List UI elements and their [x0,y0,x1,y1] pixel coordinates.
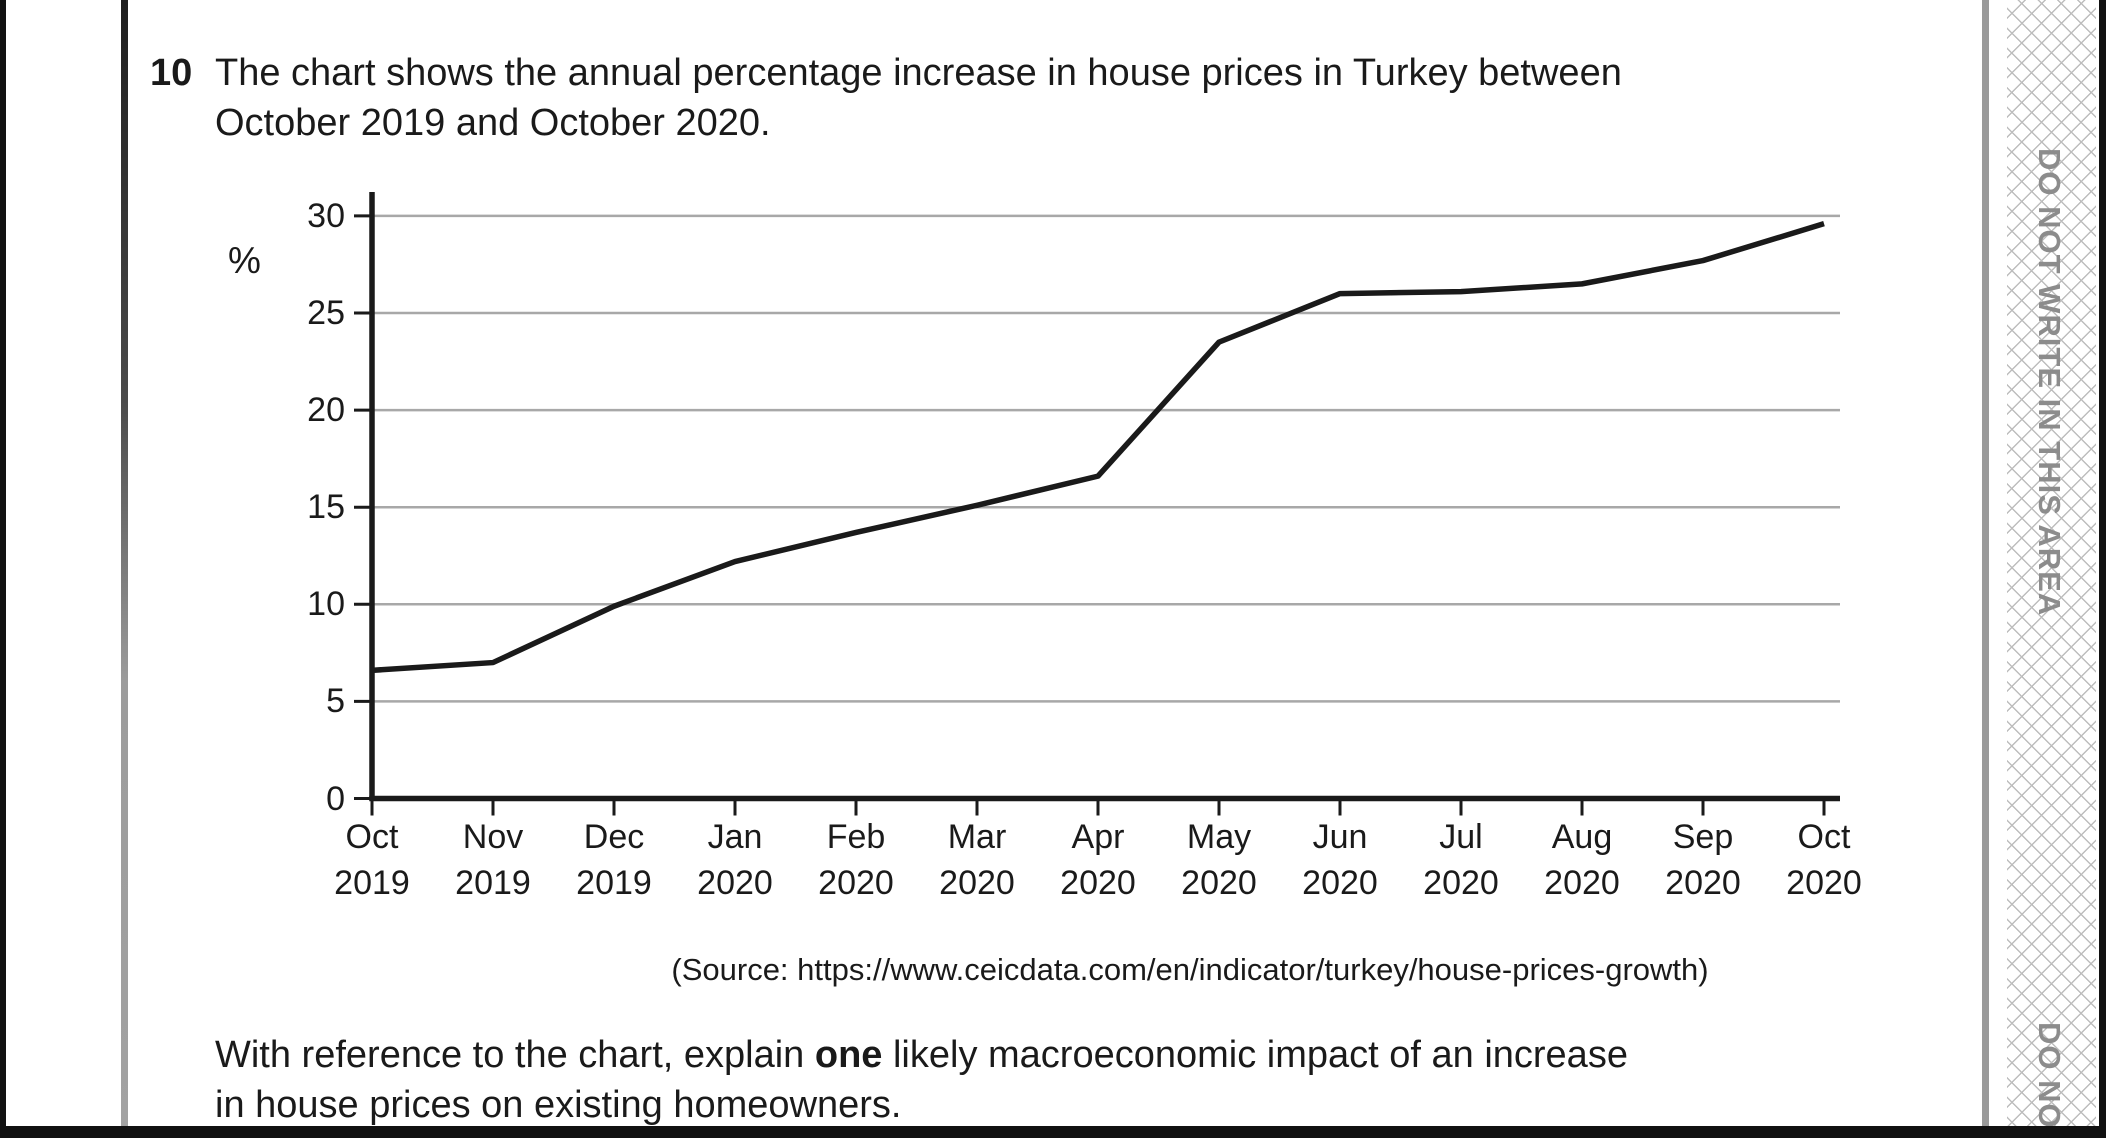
x-axis-label-Mar-2020: Mar 2020 [911,814,1043,906]
page-edge-bottom [0,1126,2106,1138]
binding-line-right [1982,0,1989,1138]
chart-source-text: (Source: https://www.ceicdata.com/en/ind… [671,952,1709,987]
house-price-data-line [371,221,1825,674]
x-axis-label-Apr-2020: Apr 2020 [1032,814,1164,906]
y-axis-label-20: 20 [307,391,345,430]
year-label: 2019 [576,864,652,902]
year-label: 2020 [1544,864,1620,902]
year-label: 2020 [939,864,1015,902]
x-axis-label-Oct-2019: Oct 2019 [306,814,438,906]
page-edge-right [2099,0,2106,1138]
year-label: 2020 [1423,864,1499,902]
month-label: Dec [583,818,645,856]
month-label: May [1186,818,1252,856]
do-not-write-text: DO NOT WRITE IN THIS AREA [2032,148,2067,617]
year-label: 2020 [1665,864,1741,902]
do-not-write-text-bottom: DO NOT WRITE IN THIS AREA [2031,1022,2067,1138]
x-axis-label-Dec-2019: Dec 2019 [548,814,680,906]
y-axis-label-25: 25 [307,294,345,332]
y-axis-unit-label: % [228,240,261,281]
question-line: October 2019 and October 2020. [215,102,771,144]
month-label: Oct [345,818,399,856]
x-axis-label-Oct-2020: Oct 2020 [1758,814,1890,906]
prompt-line-1: With reference to the chart, explain one… [215,1030,1628,1080]
year-label: 2020 [818,864,894,902]
year-label: 2019 [334,864,410,902]
question-number: 10 [150,52,193,94]
prompt-line-2: in house prices on existing homeowners. [215,1084,902,1126]
month-label: Nov [462,818,524,856]
month-label: Mar [947,818,1007,856]
month-label: Sep [1672,818,1734,856]
y-axis-label-0: 0 [326,779,345,818]
month-label: Apr [1071,818,1125,856]
x-axis-label-Feb-2020: Feb 2020 [790,814,922,906]
year-label: 2020 [1786,864,1862,902]
page-edge-left [0,0,6,1138]
year-label: 2020 [1060,864,1136,902]
y-axis-label-10: 10 [307,585,345,624]
month-label: Feb [826,818,886,856]
x-axis-label-Jun-2020: Jun 2020 [1274,814,1406,906]
month-label: Jun [1312,818,1368,856]
x-axis-label-Jul-2020: Jul 2020 [1395,814,1527,906]
do-not-write-strip [2007,0,2096,1138]
question-line: The chart shows the annual percentage in… [215,52,1622,94]
month-label: Jan [707,818,763,856]
month-label: Jul [1439,818,1483,856]
x-axis-label-May-2020: May 2020 [1153,814,1285,906]
x-axis-label-Aug-2020: Aug 2020 [1516,814,1648,906]
x-axis-label-Nov-2019: Nov 2019 [427,814,559,906]
y-axis-label-5: 5 [326,682,345,721]
year-label: 2020 [697,864,773,902]
month-label: Oct [1797,818,1851,856]
y-axis-label-30: 30 [307,196,345,235]
prompt-emphasis: one [814,1034,883,1076]
prompt-segment: likely macroeconomic impact of an increa… [882,1034,1628,1076]
question-text: The chart shows the annual percentage in… [215,48,1815,148]
year-label: 2020 [1302,864,1378,902]
x-axis-label-Sep-2020: Sep 2020 [1637,814,1769,906]
binding-line-left [121,0,128,1138]
year-label: 2020 [1181,864,1257,902]
y-axis-label-15: 15 [307,488,345,527]
x-axis-label-Jan-2020: Jan 2020 [669,814,801,906]
prompt-segment: With reference to the chart, explain [215,1034,815,1076]
question-prompt: With reference to the chart, explain one… [215,1030,1628,1130]
year-label: 2019 [455,864,531,902]
month-label: Aug [1551,818,1613,856]
